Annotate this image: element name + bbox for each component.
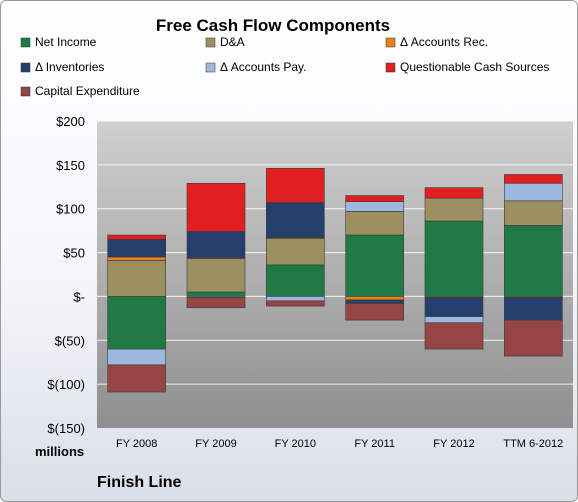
bar-segment-danda — [107, 260, 166, 297]
bar-segment-delta-accounts-pay — [345, 201, 404, 212]
legend-swatch-delta-accounts-pay — [205, 62, 216, 73]
bar-segment-capital-expenditure — [345, 303, 404, 321]
legend-label-capital-expenditure: Capital Expenditure — [35, 84, 140, 98]
y-tick-label: $(50) — [55, 333, 85, 348]
bar-segment-capital-expenditure — [504, 319, 563, 357]
bar-segment-delta-inventories — [107, 239, 166, 258]
bar-segment-delta-accounts-rec — [107, 256, 166, 261]
x-tick-label: FY 2011 — [354, 438, 395, 450]
legend-label-net-income: Net Income — [35, 35, 97, 49]
legend-swatch-delta-inventories — [20, 62, 31, 73]
legend-swatch-danda — [205, 37, 216, 48]
legend-swatch-delta-accounts-rec — [385, 37, 396, 48]
bar-segment-danda — [186, 258, 246, 293]
bar-segment-capital-expenditure — [186, 297, 246, 309]
x-tick-label: FY 2012 — [433, 438, 474, 450]
bar-segment-danda — [345, 211, 404, 236]
bar-segment-net-income — [266, 264, 325, 297]
bar-segment-capital-expenditure — [107, 364, 166, 393]
y-tick-label: $(150) — [47, 421, 85, 436]
bar-segment-net-income — [424, 220, 484, 297]
company-label: Finish Line — [97, 474, 182, 491]
bar-segment-net-income — [504, 225, 563, 297]
x-tick-label: FY 2008 — [116, 438, 157, 450]
bar-segment-delta-accounts-pay — [107, 348, 166, 366]
y-tick-label: $100 — [56, 202, 85, 217]
bar-segment-delta-accounts-pay — [504, 182, 563, 202]
y-tick-label: $- — [73, 289, 85, 304]
bar-segment-questionable-cash-sources — [345, 195, 404, 202]
chart-title: Free Cash Flow Components — [156, 16, 390, 35]
legend: Net Income D&A Δ Accounts Rec. Δ Inventorie… — [20, 35, 549, 98]
bar-segment-delta-inventories — [186, 231, 246, 259]
y-tick-label: $(100) — [47, 377, 85, 392]
y-tick-label: $200 — [56, 114, 85, 129]
bar-segment-danda — [424, 197, 484, 222]
bar-segment-questionable-cash-sources — [266, 168, 325, 203]
units-label: millions — [35, 444, 84, 459]
bar-segment-delta-inventories — [345, 299, 404, 304]
bar-segment-questionable-cash-sources — [424, 187, 484, 199]
legend-label-danda: D&A — [220, 35, 245, 49]
bar-segment-net-income — [345, 234, 404, 297]
legend-swatch-net-income — [20, 37, 31, 48]
bar-segment-delta-accounts-pay — [266, 296, 325, 302]
bar-segment-net-income — [186, 291, 246, 297]
bar-segment-net-income — [107, 296, 166, 350]
bar-segment-delta-inventories — [504, 297, 563, 321]
grid — [97, 120, 573, 385]
bars — [107, 168, 563, 393]
plot-area — [97, 121, 573, 428]
bar-segment-danda — [504, 200, 563, 226]
legend-label-delta-inventories: Δ Inventories — [35, 60, 104, 74]
bar-segment-danda — [266, 238, 325, 266]
bar-segment-questionable-cash-sources — [504, 174, 563, 184]
legend-label-delta-accounts-rec: Δ Accounts Rec. — [400, 35, 488, 49]
legend-label-delta-accounts-pay: Δ Accounts Pay. — [220, 60, 307, 74]
bar-segment-delta-inventories — [266, 202, 325, 238]
x-tick-label: FY 2010 — [275, 438, 316, 450]
y-axis: $(150) $(100) $(50) $- $50 $100 $150 $200 — [47, 114, 85, 436]
x-tick-label: TTM 6-2012 — [503, 438, 563, 450]
legend-label-questionable-cash-sources: Questionable Cash Sources — [400, 60, 549, 74]
x-tick-label: FY 2009 — [195, 438, 236, 450]
legend-swatch-questionable-cash-sources — [385, 62, 396, 73]
bar-segment-delta-inventories — [424, 297, 484, 317]
bar-segment-capital-expenditure — [424, 322, 484, 350]
y-tick-label: $50 — [63, 246, 85, 261]
y-tick-label: $150 — [56, 158, 85, 173]
x-axis: FY 2008 FY 2009 FY 2010 FY 2011 FY 2012 TTM 6… — [116, 438, 563, 450]
bar-segment-questionable-cash-sources — [186, 182, 246, 232]
bar-segment-delta-accounts-rec — [345, 296, 404, 301]
bar-segment-questionable-cash-sources — [107, 234, 166, 240]
bar-segment-delta-accounts-pay — [424, 316, 484, 324]
legend-swatch-capital-expenditure — [20, 86, 31, 97]
bar-segment-capital-expenditure — [266, 300, 325, 307]
